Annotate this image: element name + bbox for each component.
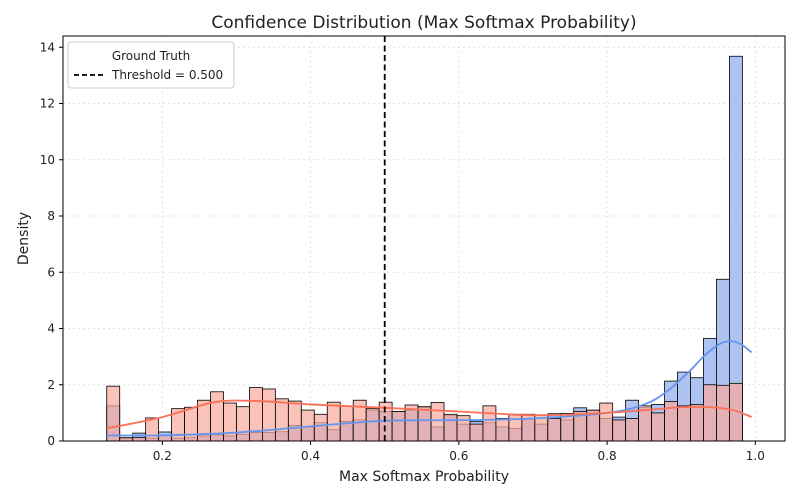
histogram-bar	[417, 406, 432, 442]
histogram-bar	[625, 418, 639, 442]
histogram-bar	[703, 384, 717, 442]
y-axis-label: Density	[16, 212, 32, 265]
x-axis-label: Max Softmax Probability	[339, 469, 509, 485]
histogram-bar	[547, 418, 562, 442]
x-axis: 0.2 0.4 0.6 0.8 1.0	[153, 441, 765, 463]
x-tick-label: 1.0	[746, 449, 765, 463]
y-tick-label: 14	[40, 40, 55, 54]
histogram-bar	[404, 404, 419, 442]
x-tick-label: 0.8	[598, 449, 617, 463]
histogram-bar	[443, 413, 458, 442]
kde-line	[106, 399, 752, 430]
y-tick-label: 2	[47, 378, 55, 392]
histogram-bar	[287, 400, 302, 442]
histogram-bar	[495, 418, 510, 442]
histogram-bar	[313, 413, 328, 442]
y-tick-label: 4	[47, 322, 55, 336]
histogram-bar	[612, 419, 627, 442]
histogram-bar	[469, 423, 484, 442]
histogram-bar	[223, 402, 237, 442]
x-tick-label: 0.2	[153, 449, 172, 463]
legend-entry-threshold: Threshold = 0.500	[111, 68, 223, 82]
y-tick-label: 6	[47, 265, 55, 279]
histogram-bars	[106, 55, 743, 442]
histogram-bar	[716, 384, 730, 442]
histogram-bar	[249, 387, 263, 442]
histogram-bar	[119, 437, 134, 442]
kde-curves	[106, 340, 753, 437]
histogram-bar	[106, 385, 121, 442]
histogram-bar	[262, 388, 276, 442]
histogram-bar	[651, 412, 665, 442]
histogram-bar	[482, 405, 497, 442]
histogram-bar	[236, 406, 250, 442]
legend-title: Ground Truth	[112, 49, 190, 63]
y-tick-label: 12	[40, 97, 55, 111]
x-tick-label: 0.6	[449, 449, 468, 463]
histogram-bar	[274, 398, 289, 442]
histogram-bar	[145, 417, 160, 442]
legend-box	[67, 41, 235, 89]
histogram-bar	[690, 404, 704, 442]
x-tick-label: 0.4	[301, 449, 320, 463]
legend: Ground Truth Threshold = 0.500	[67, 41, 235, 89]
histogram-bar	[184, 406, 198, 442]
histogram-bar	[677, 405, 691, 442]
chart-title: Confidence Distribution (Max Softmax Pro…	[211, 13, 636, 33]
y-tick-label: 0	[47, 434, 55, 448]
histogram-bar	[132, 437, 147, 442]
histogram-bar	[391, 411, 406, 442]
histogram-bar	[430, 402, 445, 442]
histogram-bar	[326, 401, 341, 442]
y-axis: 0 2 4 6 8 10 12 14	[40, 40, 63, 448]
y-tick-label: 8	[47, 209, 55, 223]
histogram-bar	[365, 408, 380, 442]
grid	[63, 36, 785, 442]
plot-frame	[62, 35, 786, 442]
histogram-bar	[599, 402, 614, 442]
y-tick-label: 10	[40, 153, 55, 167]
